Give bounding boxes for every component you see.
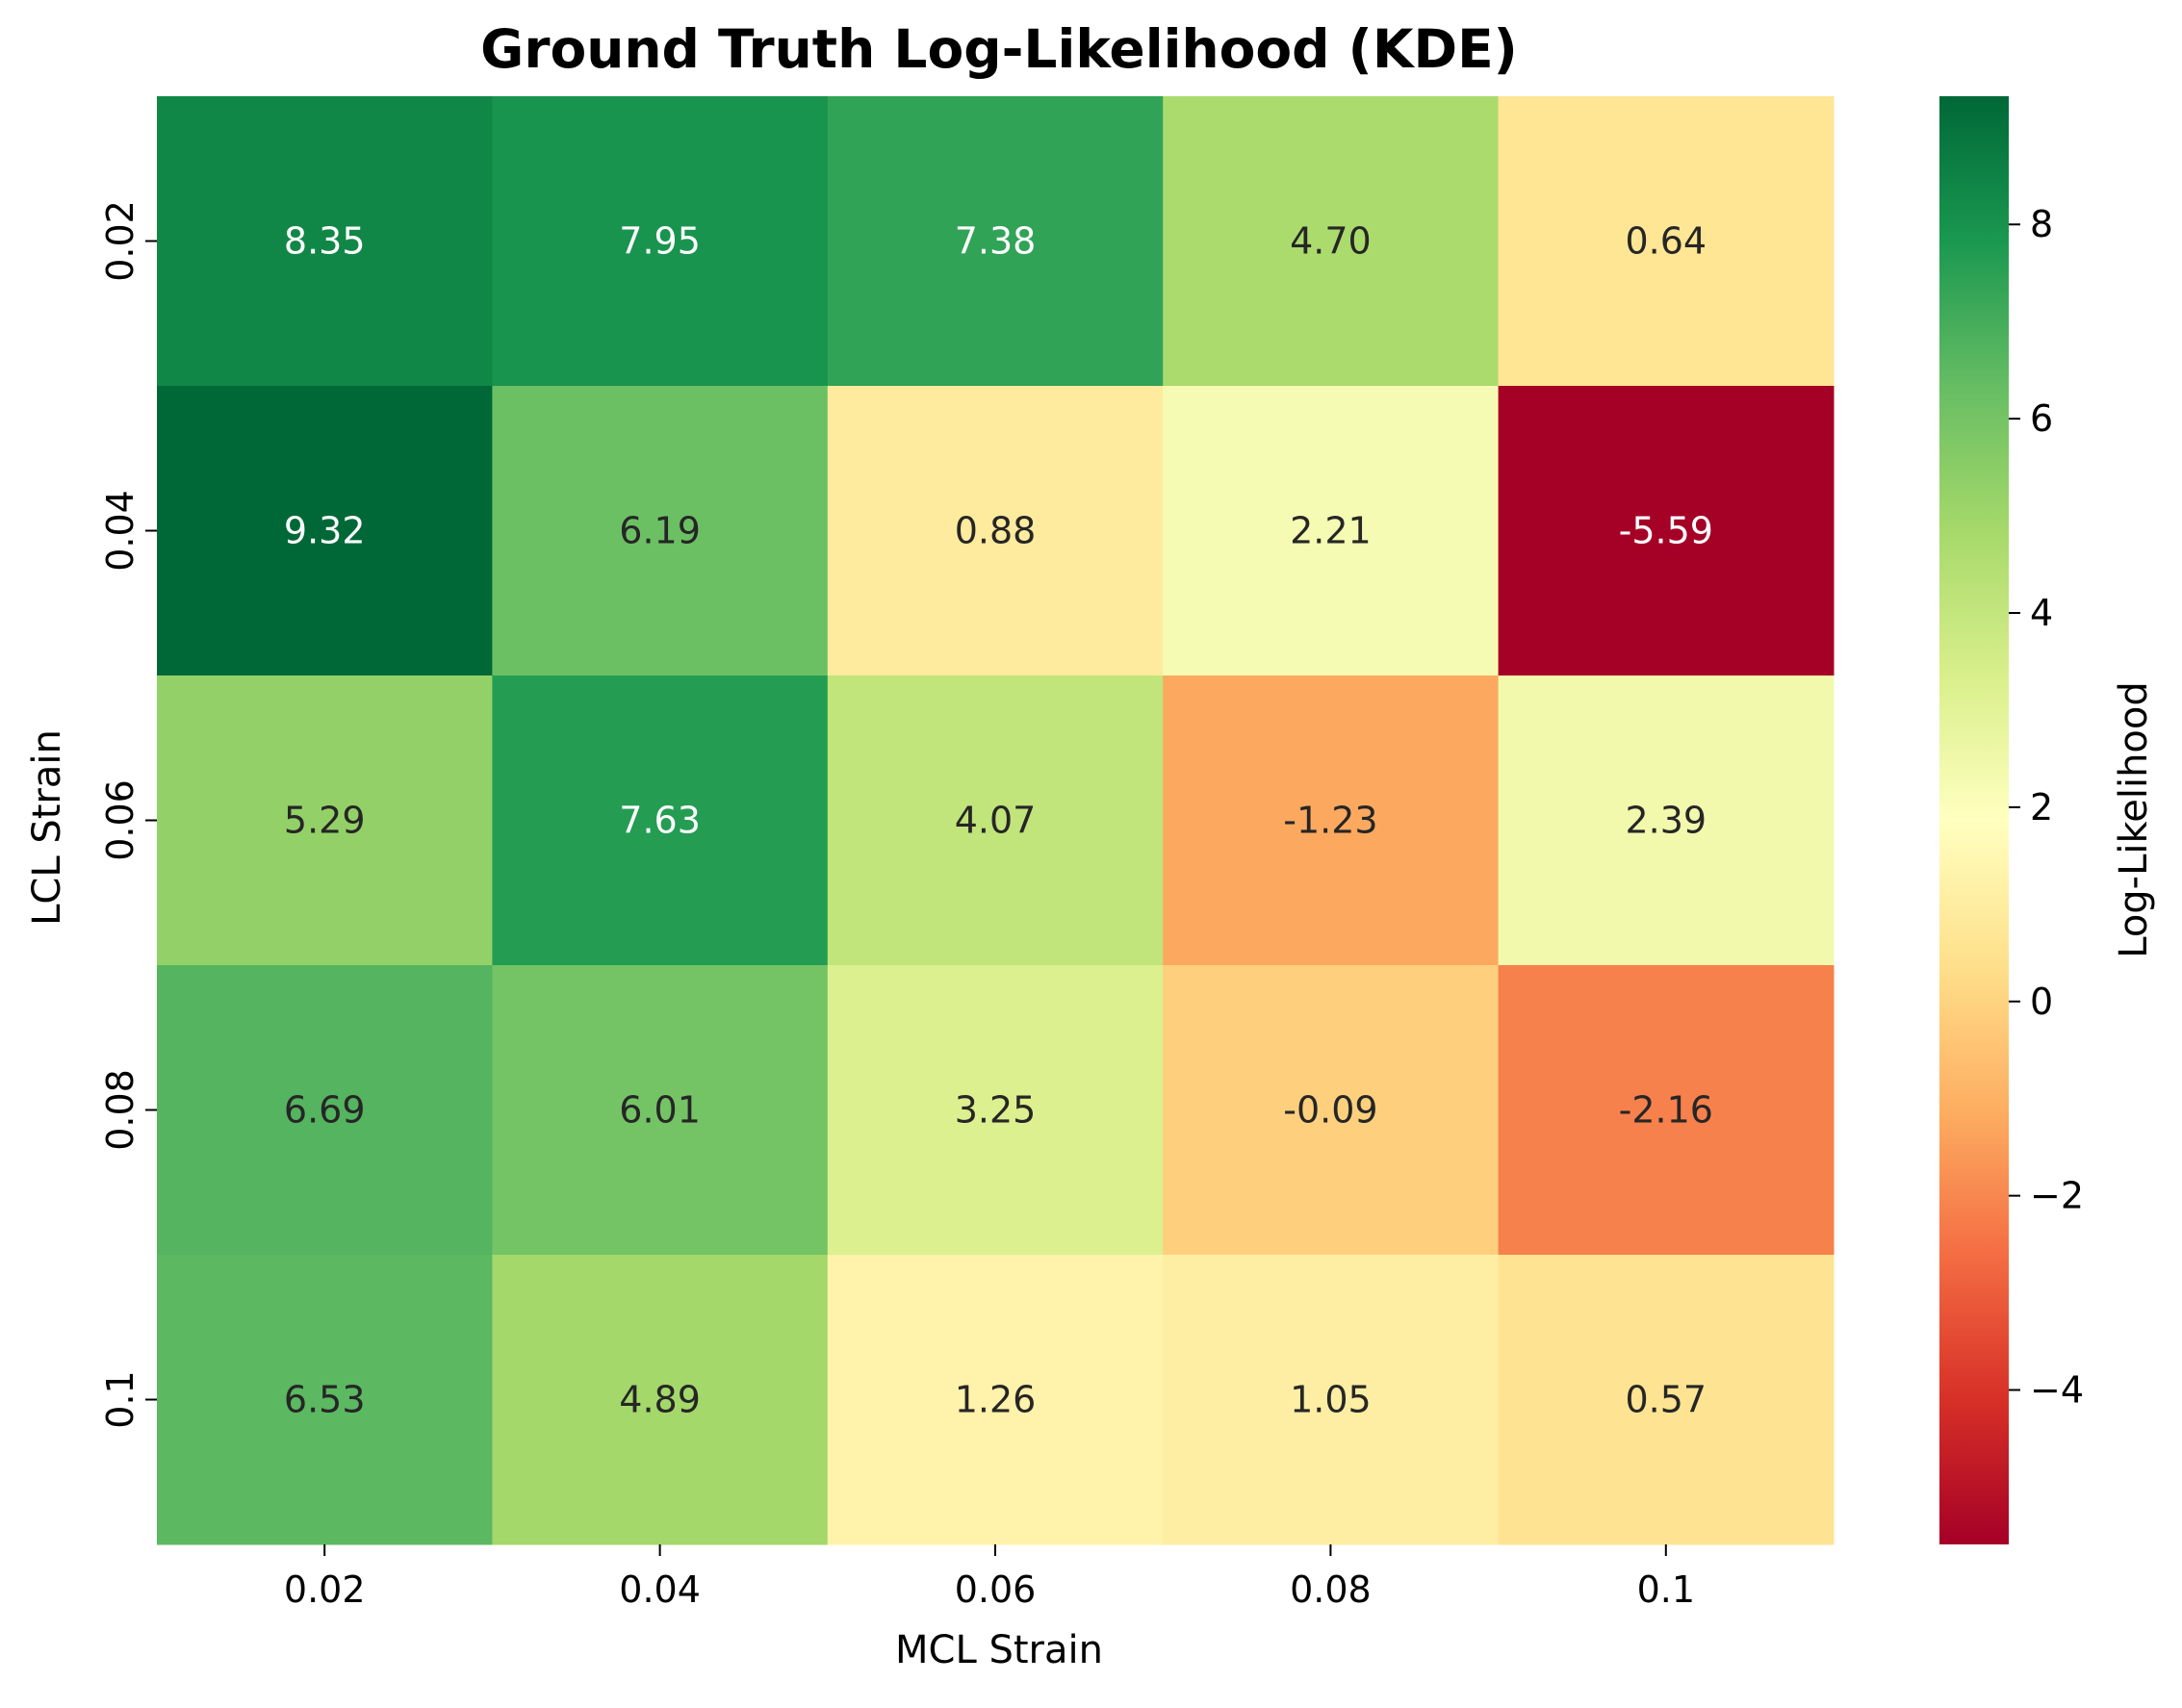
heatmap-cell xyxy=(1163,96,1500,387)
cell-value-label: 2.39 xyxy=(1625,800,1707,842)
cell-value-label: 2.21 xyxy=(1290,510,1372,552)
y-tick-label: 0.02 xyxy=(99,200,141,282)
y-tick-label: 0.08 xyxy=(99,1069,141,1151)
cell-value-label: -0.09 xyxy=(1283,1089,1377,1132)
cell-value-label: 6.53 xyxy=(284,1379,366,1421)
cell-value-label: 1.26 xyxy=(955,1379,1037,1421)
cell-value-label: 6.19 xyxy=(619,510,701,552)
heatmap-cell xyxy=(1498,676,1835,966)
heatmap-cell xyxy=(157,676,493,966)
cell-value-label: 9.32 xyxy=(284,510,366,552)
heatmap-cell xyxy=(827,96,1164,387)
cell-value-label: -2.16 xyxy=(1619,1089,1713,1132)
cell-value-label: 3.25 xyxy=(955,1089,1037,1132)
cell-value-label: 0.57 xyxy=(1625,1379,1707,1421)
colorbar-tick-label: 6 xyxy=(2030,397,2053,440)
x-tick-label: 0.04 xyxy=(619,1568,701,1611)
heatmap-cell xyxy=(1498,1255,1835,1545)
colorbar-tick-label: −4 xyxy=(2030,1369,2084,1412)
colorbar-label: Log-Likelihood xyxy=(2112,681,2156,958)
heatmap-cell xyxy=(827,965,1164,1256)
cell-value-label: 4.07 xyxy=(955,800,1037,842)
heatmap-cell xyxy=(492,1255,829,1545)
cell-value-label: 6.01 xyxy=(619,1089,701,1132)
colorbar-tick-label: 0 xyxy=(2030,981,2053,1023)
heatmap-cell xyxy=(492,96,829,387)
heatmap-cell xyxy=(827,1255,1164,1545)
x-tick-label: 0.02 xyxy=(284,1568,366,1611)
x-axis-ticks: 0.02 0.04 0.06 0.08 0.1 xyxy=(284,1544,1695,1611)
cell-value-label: 4.89 xyxy=(619,1379,701,1421)
cell-value-label: 5.29 xyxy=(284,800,366,842)
cell-value-label: 4.70 xyxy=(1290,220,1372,263)
heatmap-cell xyxy=(1498,965,1835,1256)
heatmap-cell xyxy=(1498,386,1835,676)
cell-value-label: 7.63 xyxy=(619,800,701,842)
heatmap-cell xyxy=(492,386,829,676)
heatmap-cell xyxy=(827,676,1164,966)
cell-value-label: 8.35 xyxy=(284,220,366,263)
x-tick-label: 0.08 xyxy=(1290,1568,1372,1611)
cell-value-label: 7.95 xyxy=(619,220,701,263)
cell-value-label: 0.88 xyxy=(955,510,1037,552)
heatmap-cell xyxy=(1163,965,1500,1256)
heatmap-cell xyxy=(1163,386,1500,676)
y-tick-label: 0.04 xyxy=(99,490,141,572)
colorbar-tick-label: 8 xyxy=(2030,203,2053,245)
cell-value-label: 1.05 xyxy=(1290,1379,1372,1421)
heatmap-cell xyxy=(1163,676,1500,966)
x-tick-label: 0.06 xyxy=(955,1568,1037,1611)
heatmap-cell xyxy=(492,965,829,1256)
heatmap-cell xyxy=(157,96,493,387)
heatmap-cells: 8.35 7.95 7.38 4.70 0.64 9.32 6.19 0.88 2.21 -5.5… xyxy=(157,96,1835,1545)
colorbar-tick-label: 2 xyxy=(2030,786,2053,829)
heatmap-cell xyxy=(492,676,829,966)
y-tick-label: 0.06 xyxy=(99,779,141,861)
colorbar-tick-label: 4 xyxy=(2030,592,2053,634)
cell-value-label: -5.59 xyxy=(1619,510,1713,552)
colorbar-tick-label: −2 xyxy=(2030,1175,2084,1217)
heatmap-cell xyxy=(827,386,1164,676)
cell-value-label: 7.38 xyxy=(955,220,1037,263)
x-axis-label: MCL Strain xyxy=(895,1628,1103,1672)
heatmap-cell xyxy=(1498,96,1835,387)
heatmap-cell xyxy=(157,965,493,1256)
cell-value-label: -1.23 xyxy=(1283,800,1377,842)
cell-value-label: 0.64 xyxy=(1625,220,1707,263)
colorbar-ticks: −4 −2 0 2 4 6 8 xyxy=(2009,203,2084,1412)
y-axis-ticks: 0.02 0.04 0.06 0.08 0.1 xyxy=(99,200,157,1429)
chart-title: Ground Truth Log-Likelihood (KDE) xyxy=(480,18,1518,80)
y-tick-label: 0.1 xyxy=(99,1370,141,1428)
x-tick-label: 0.1 xyxy=(1637,1568,1695,1611)
heatmap-cell xyxy=(157,386,493,676)
heatmap-cell xyxy=(1163,1255,1500,1545)
colorbar xyxy=(1939,96,2009,1544)
y-axis-label: LCL Strain xyxy=(25,729,69,926)
cell-value-label: 6.69 xyxy=(284,1089,366,1132)
heatmap-cell xyxy=(157,1255,493,1545)
